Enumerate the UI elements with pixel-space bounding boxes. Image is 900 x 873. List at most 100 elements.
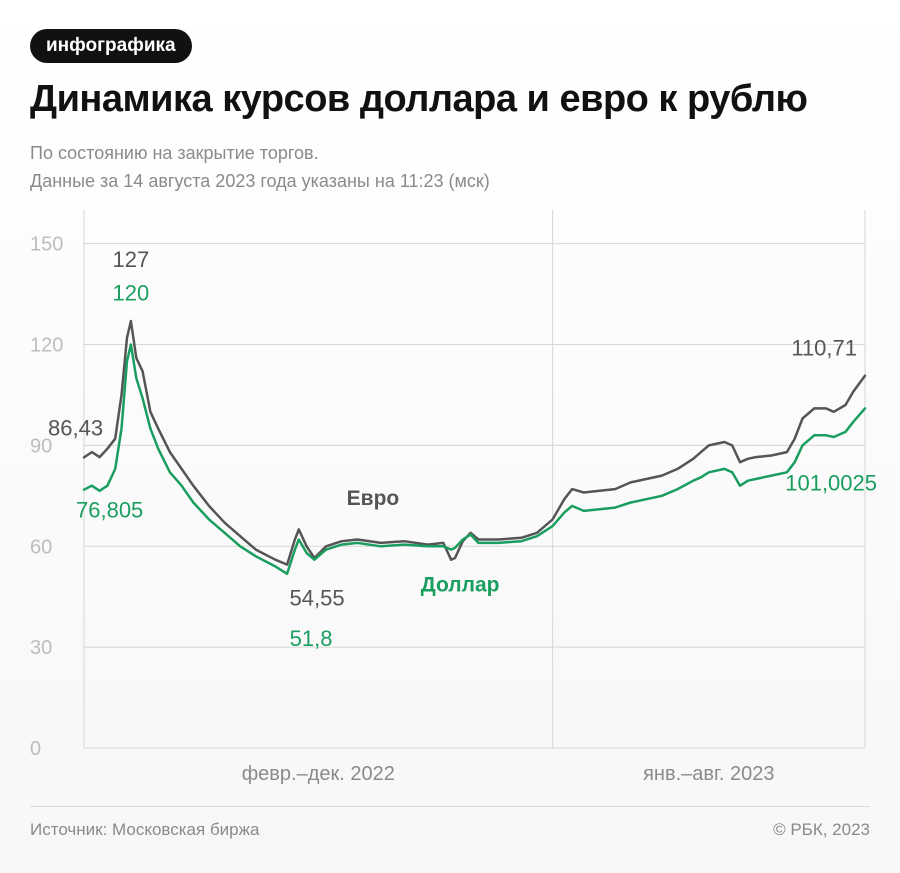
data-point [180,468,183,470]
data-point [844,404,847,406]
data-point [130,343,132,346]
data-point [442,542,445,544]
data-point [563,511,566,514]
data-label: 51,8 [290,626,333,651]
data-point [403,543,406,546]
data-point [180,484,183,487]
footer-divider [30,806,870,807]
data-point [536,532,538,534]
data-point [239,545,241,548]
data-point [114,437,116,440]
data-point [786,451,788,453]
series-name-label: Доллар [421,574,500,597]
data-point [286,563,288,566]
data-point [469,532,472,534]
data-point [356,538,359,541]
data-point [169,451,171,453]
data-point [645,498,648,501]
data-point [700,476,702,479]
data-label: 127 [113,247,150,272]
data-point [294,548,296,551]
data-point [91,451,93,453]
data-point [739,461,741,464]
data-point [356,542,359,544]
source-note: Источник: Московская биржа [30,820,260,839]
data-point [571,488,573,490]
data-point [223,532,226,534]
data-point [106,484,109,487]
data-point [135,357,138,359]
data-point [130,320,132,322]
data-point [192,501,195,504]
data-point [294,538,296,541]
data-point [477,542,480,544]
y-tick-label: 0 [30,738,41,760]
data-point [844,431,847,433]
data-point [157,427,159,430]
data-point [825,434,827,437]
data-point [340,543,343,546]
data-point [426,543,429,546]
data-point [126,337,128,339]
data-point [661,495,663,497]
data-point [91,484,93,487]
data-point [274,558,277,561]
data-point [629,501,632,504]
data-point [83,456,85,459]
data-point [770,474,773,477]
data-point [83,488,85,491]
data-point [864,374,866,377]
data-point [340,540,343,542]
data-point [754,456,757,458]
data-point [563,498,566,501]
data-point [325,548,327,551]
data-point [305,545,308,548]
data-point [426,545,429,548]
data-point [120,394,123,396]
data-point [629,481,632,484]
data-point [852,390,855,393]
chart-subtitle-line-2: Данные за 14 августа 2023 года указаны н… [30,171,490,191]
data-point [98,456,101,458]
data-point [614,506,616,509]
y-tick-label: 120 [30,335,63,357]
exchange-rate-chart: 0 30 60 90 120 150 февр.–дек. 2022 янв.–авг. 20… [30,210,877,785]
data-point [135,377,138,379]
data-point [403,540,406,542]
data-point [169,471,171,474]
data-point [676,468,679,470]
data-label: 110,71 [791,336,857,361]
data-point [239,535,241,537]
data-point [255,548,257,551]
data-point [571,505,573,507]
data-point [692,458,694,460]
data-point [708,444,710,447]
data-point [739,484,741,487]
data-point [274,565,277,568]
data-point [793,437,796,440]
data-point [793,461,796,464]
data-point [645,478,648,480]
data-point [520,540,523,542]
copyright: © РБК, 2023 [773,820,870,839]
series-name-label: Евро [347,487,400,510]
data-point [98,490,101,492]
data-point [380,542,382,544]
data-point [141,370,144,373]
data-point [462,538,464,541]
data-point [208,518,210,521]
data-point [770,454,773,457]
data-point [747,458,749,460]
data-point [852,421,855,423]
data-point [450,548,452,551]
data-point [661,474,663,477]
y-tick-label: 90 [30,435,52,457]
data-point [469,533,472,536]
data-point [114,468,116,470]
data-point [598,490,601,492]
data-label: 76,805 [76,498,143,523]
data-point [120,427,123,430]
data-point [298,528,300,531]
data-point [313,558,316,561]
data-point [536,535,538,537]
